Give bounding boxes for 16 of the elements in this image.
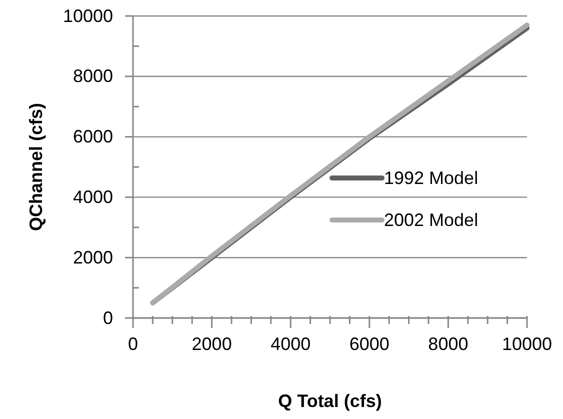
x-tick-label: 6000 [349, 334, 390, 354]
y-axis-title: QChannel (cfs) [26, 102, 46, 232]
legend-label: 2002 Model [384, 210, 478, 230]
y-tick-label: 10000 [62, 6, 113, 26]
y-tick-label: 0 [102, 308, 113, 328]
x-tick-label: 2000 [192, 334, 232, 354]
x-tick-label: 4000 [270, 334, 311, 354]
x-tick-label: 8000 [428, 334, 468, 354]
x-axis-title: Q Total (cfs) [278, 391, 382, 411]
y-tick-label: 2000 [72, 247, 113, 268]
y-tick-label: 6000 [72, 126, 113, 147]
legend-label: 1992 Model [384, 168, 478, 188]
y-tick-label: 4000 [72, 186, 113, 207]
x-tick-label: 10000 [502, 334, 552, 354]
x-tick-label: 0 [128, 334, 138, 354]
y-tick-label: 8000 [72, 66, 113, 86]
